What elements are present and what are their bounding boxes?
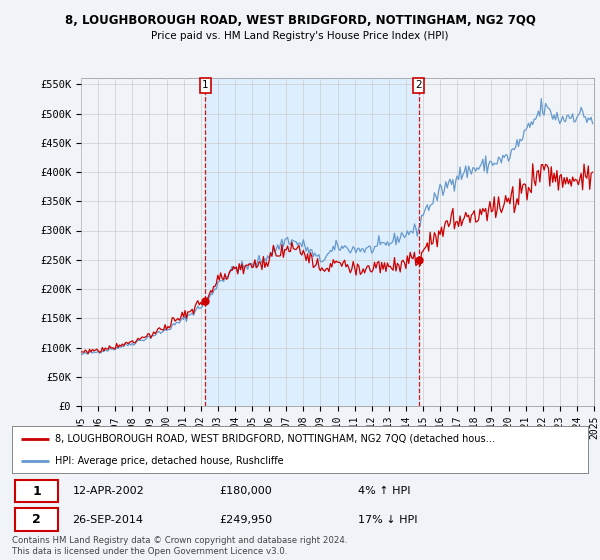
Text: HPI: Average price, detached house, Rushcliffe: HPI: Average price, detached house, Rush… [55,456,284,466]
Text: 26-SEP-2014: 26-SEP-2014 [73,515,143,525]
Text: Contains HM Land Registry data © Crown copyright and database right 2024.
This d: Contains HM Land Registry data © Crown c… [12,536,347,556]
Text: £249,950: £249,950 [220,515,272,525]
Bar [205,78,419,406]
Text: 2: 2 [32,513,41,526]
Text: 4% ↑ HPI: 4% ↑ HPI [358,486,410,496]
Text: £180,000: £180,000 [220,486,272,496]
Text: 12-APR-2002: 12-APR-2002 [73,486,144,496]
Text: 17% ↓ HPI: 17% ↓ HPI [358,515,417,525]
Text: Price paid vs. HM Land Registry's House Price Index (HPI): Price paid vs. HM Land Registry's House … [151,31,449,41]
Text: 1: 1 [202,81,209,90]
FancyBboxPatch shape [15,508,58,531]
Text: 8, LOUGHBOROUGH ROAD, WEST BRIDGFORD, NOTTINGHAM, NG2 7QQ: 8, LOUGHBOROUGH ROAD, WEST BRIDGFORD, NO… [65,14,535,27]
Text: 8, LOUGHBOROUGH ROAD, WEST BRIDGFORD, NOTTINGHAM, NG2 7QQ (detached hous…: 8, LOUGHBOROUGH ROAD, WEST BRIDGFORD, NO… [55,434,496,444]
FancyBboxPatch shape [15,480,58,502]
Text: 2: 2 [415,81,422,90]
Text: 1: 1 [32,485,41,498]
